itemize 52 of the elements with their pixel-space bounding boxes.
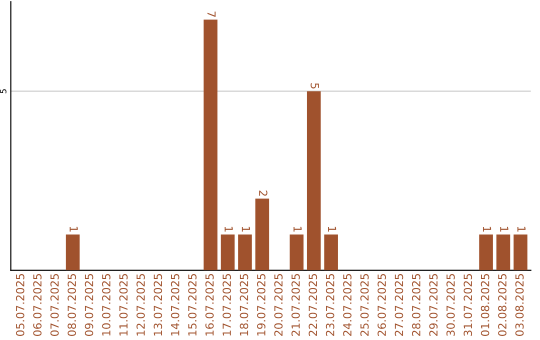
x-tick-label: 16.07.2025: [205, 274, 214, 336]
x-tick-label: 23.07.2025: [326, 274, 334, 336]
x-tick-label: 24.07.2025: [343, 274, 352, 336]
data-label: 1: [224, 226, 233, 232]
x-tick-label: 08.07.2025: [68, 274, 76, 336]
data-label: 1: [70, 226, 78, 232]
x-tick-label: 05.07.2025: [16, 274, 24, 336]
x-tick-label: 01.08.2025: [480, 274, 490, 336]
bar: [514, 234, 528, 270]
x-tick-label: 10.07.2025: [102, 274, 110, 336]
bar: [479, 234, 493, 270]
x-tick-label: 17.07.2025: [222, 274, 231, 336]
data-label: 5: [310, 83, 319, 88]
x-tick-label: 20.07.2025: [274, 274, 283, 336]
x-tick-label: 14.07.2025: [170, 274, 180, 336]
bar: [204, 20, 218, 270]
x-tick-label: 02.08.2025: [498, 274, 506, 336]
x-tick-label: 30.07.2025: [446, 274, 455, 336]
x-tick-label: 06.07.2025: [33, 274, 42, 336]
x-tick-label: 27.07.2025: [394, 274, 404, 336]
bar: [306, 91, 321, 270]
x-tick-label: 15.07.2025: [188, 274, 197, 336]
data-label: 1: [294, 226, 302, 232]
bar: [255, 198, 270, 270]
x-tick-label: 12.07.2025: [136, 274, 145, 336]
x-tick-label: 31.07.2025: [464, 274, 472, 336]
x-tick-label: 11.07.2025: [119, 274, 128, 336]
x-tick-label: 26.07.2025: [378, 274, 386, 336]
bar: [238, 234, 252, 270]
x-tick-label: 25.07.2025: [360, 274, 369, 336]
x-tick-label: 03.08.2025: [515, 274, 524, 336]
x-tick-label: 19.07.2025: [257, 274, 266, 336]
bar: [220, 234, 235, 270]
x-tick-label: 21.07.2025: [291, 274, 300, 336]
x-tick-label: 07.07.2025: [50, 274, 59, 336]
data-label: 2: [259, 190, 268, 196]
bar: [290, 234, 304, 270]
bar: [324, 234, 338, 270]
x-tick-label: 13.07.2025: [154, 274, 162, 336]
bar: [496, 234, 510, 270]
data-label: 7: [207, 12, 216, 17]
x-tick-label: 29.07.2025: [429, 274, 438, 336]
data-label: 1: [482, 226, 492, 232]
data-label: 1: [500, 226, 508, 232]
x-tick-label: 22.07.2025: [308, 274, 318, 336]
x-tick-label: 09.07.2025: [84, 274, 94, 336]
data-label: 1: [517, 226, 526, 232]
bar: [66, 234, 80, 270]
data-label: 1: [242, 226, 250, 232]
x-tick-label: 28.07.2025: [412, 274, 420, 336]
x-tick-label: 18.07.2025: [240, 274, 248, 336]
data-label: 1: [328, 226, 336, 232]
